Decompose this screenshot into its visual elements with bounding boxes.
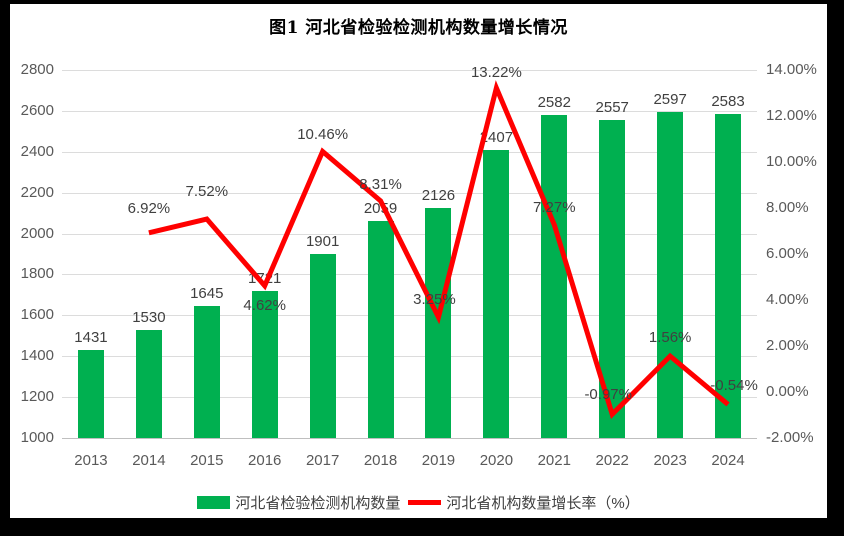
y-axis-right-tick: 14.00% [766,61,817,78]
y-axis-left-tick: 1200 [20,388,54,406]
gridline [62,356,757,358]
rate-label: 3.25% [413,291,456,309]
x-axis-label: 2018 [363,452,398,469]
bar-value-label: 2059 [363,200,398,218]
bar-value-label: 2126 [421,186,456,204]
bar-value-label: 1530 [132,308,166,326]
rate-label: -0.54% [710,377,758,395]
bar-value-label: 2583 [711,93,745,111]
gridline [62,274,757,276]
y-axis-left-tick: 1400 [20,347,54,365]
rate-label: 1.56% [648,329,692,347]
rate-label: -0.97% [584,386,632,404]
gridline [62,233,757,235]
x-axis-line [62,438,757,439]
bar-2023 [657,111,684,438]
y-axis-left-tick: 2400 [20,142,54,160]
y-axis-left-tick: 2600 [20,101,54,119]
x-axis-label: 2013 [74,452,108,469]
y-axis-right-tick: 4.00% [766,291,809,308]
y-axis-left-tick: 1600 [20,306,54,324]
rate-label: 8.31% [359,175,402,193]
rate-label: 13.22% [470,63,522,81]
legend-line-swatch [408,499,442,505]
y-axis-right-tick: 8.00% [766,199,809,216]
y-axis-left-tick: 1800 [20,265,54,283]
y-axis-left-tick: 2200 [20,183,54,201]
gridline [62,70,757,71]
bar-2021 [541,114,568,438]
gridline [62,397,757,399]
x-axis-label: 2016 [248,452,282,469]
gridline [62,151,757,153]
bar-value-label: 2407 [479,129,514,147]
x-axis-label: 2024 [711,452,745,469]
bar-value-label: 1431 [74,328,108,346]
rate-label: 4.62% [243,296,286,314]
bar-2015 [193,306,220,438]
bar-2018 [367,221,394,438]
bar-value-label: 2582 [537,93,571,111]
growth-line [148,80,730,420]
legend-item-line: 河北省机构数量增长率（%） [400,492,640,513]
legend-line-label: 河北省机构数量增长率（%） [446,494,640,512]
x-axis-label: 2022 [595,452,629,469]
bar-2020 [483,150,510,438]
x-axis-label: 2014 [132,452,166,469]
legend-bar-swatch [197,495,231,509]
chart-background: 图1 河北省检验检测机构数量增长情况 2800 2600 2400 2200 2000 1… [10,4,827,518]
rate-label: 7.52% [185,183,229,201]
rate-label: 7.27% [533,198,576,216]
rate-label: 6.92% [127,199,171,217]
y-axis-right-tick: -2.00% [766,429,814,446]
y-axis-left-tick: 2800 [20,61,54,78]
bar-value-label: 2557 [595,98,629,116]
bar-value-label: 1721 [248,269,282,287]
y-axis-right-tick: 0.00% [766,383,809,400]
bar-2014 [135,329,162,438]
bar-value-label: 1645 [190,285,224,303]
rate-label: 10.46% [297,126,349,144]
y-axis-left-tick: 1000 [20,429,54,446]
legend: 河北省检验检测机构数量 河北省机构数量增长率（%） [10,491,827,513]
chart-title: 图1 河北省检验检测机构数量增长情况 [269,18,568,38]
bar-value-label: 1901 [305,232,340,250]
legend-bars-label: 河北省检验检测机构数量 [235,494,401,512]
gridline [62,315,757,317]
x-axis-label: 2017 [305,452,340,469]
x-axis-label: 2019 [421,452,456,469]
y-axis-left-tick: 2000 [20,224,54,242]
x-axis-label: 2020 [479,452,514,469]
y-axis-right-tick: 2.00% [766,337,809,354]
y-axis-right-tick: 10.00% [766,153,817,170]
x-axis-label: 2015 [190,452,224,469]
gridline [62,110,757,112]
x-axis-label: 2023 [653,452,687,469]
x-axis-label: 2021 [537,452,571,469]
bar-2017 [309,253,336,438]
y-axis-right-tick: 6.00% [766,245,809,262]
legend-item-bars: 河北省检验检测机构数量 [197,492,400,513]
bar-2019 [425,207,452,438]
bar-value-label: 2597 [653,90,687,108]
y-axis-right-tick: 12.00% [766,107,817,124]
bar-2013 [77,349,104,438]
gridline [62,192,757,194]
